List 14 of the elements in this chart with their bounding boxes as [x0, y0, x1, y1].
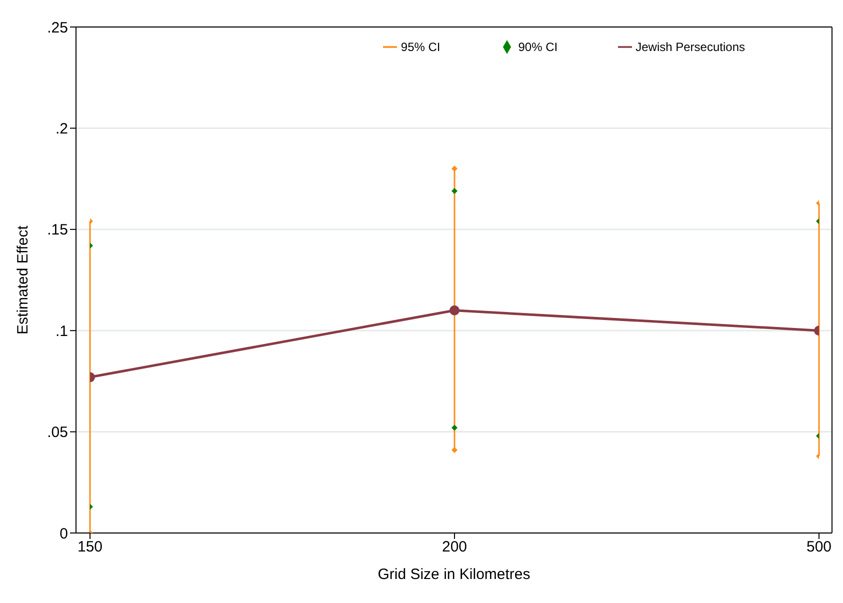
y-axis-title: Estimated Effect [14, 224, 32, 334]
legend-label: 95% CI [400, 40, 440, 54]
y-tick-label: .2 [55, 120, 68, 138]
x-tick-label: 150 [77, 538, 103, 556]
y-tick-label: .1 [55, 322, 68, 340]
y-tick-label: .15 [47, 222, 68, 239]
x-tick-label: 200 [442, 538, 468, 556]
y-tick-label: .05 [47, 424, 68, 442]
legend-label: Jewish Persecutions [636, 40, 745, 54]
y-tick-label: 0 [60, 525, 68, 542]
legend-label: 90% CI [518, 40, 558, 54]
x-axis-title: Grid Size in Kilometres [378, 566, 530, 583]
x-tick-label: 500 [806, 538, 832, 556]
y-tick-label: .25 [47, 19, 68, 36]
